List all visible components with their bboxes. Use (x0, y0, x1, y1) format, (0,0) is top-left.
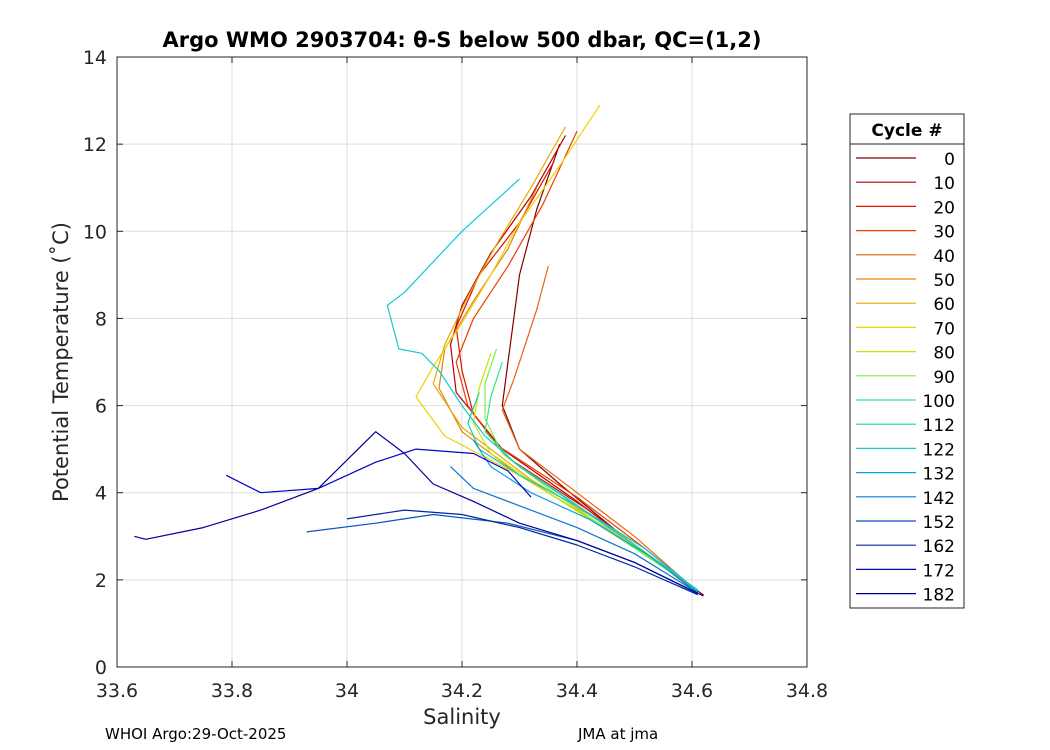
grid-lines (117, 57, 807, 667)
legend-title: Cycle # (871, 121, 942, 141)
series-line-cycle-30 (455, 130, 699, 593)
footer-credit: JMA at jma (578, 725, 659, 743)
legend-label-cycle-60: 60 (933, 295, 955, 315)
y-axis-ticks: 0 2 4 6 8 10 12 14 (83, 47, 807, 679)
legend-label-cycle-20: 20 (933, 198, 955, 218)
legend-label-cycle-70: 70 (933, 319, 955, 339)
y-tick-label: 2 (95, 570, 107, 592)
series-line-cycle-172 (225, 448, 532, 498)
legend-label-cycle-40: 40 (933, 247, 955, 267)
series-line-cycle-162 (346, 509, 699, 596)
legend-label-cycle-100: 100 (923, 392, 955, 412)
series-line-cycle-182 (134, 431, 704, 597)
legend-label-cycle-112: 112 (923, 416, 955, 436)
legend-label-cycle-152: 152 (923, 513, 955, 533)
series-line-cycle-50 (438, 187, 699, 592)
legend-label-cycle-90: 90 (933, 368, 955, 388)
x-tick-label: 34.6 (671, 680, 713, 702)
y-tick-label: 14 (83, 47, 107, 69)
footer-source: WHOI Argo:29-Oct-2025 (105, 725, 287, 743)
x-tick-label: 34.4 (556, 680, 598, 702)
series-line-cycle-132 (472, 440, 699, 593)
legend-label-cycle-122: 122 (923, 440, 955, 460)
y-tick-label: 0 (95, 657, 107, 679)
chart-title: Argo WMO 2903704: θ-S below 500 dbar, QC… (163, 28, 762, 52)
legend-label-cycle-172: 172 (923, 561, 955, 581)
legend-label-cycle-162: 162 (923, 537, 955, 557)
x-axis-label: Salinity (423, 705, 501, 729)
x-tick-label: 34.2 (441, 680, 483, 702)
x-tick-label: 33.8 (211, 680, 253, 702)
x-tick-label: 34.8 (786, 680, 828, 702)
series-line-cycle-122 (386, 178, 699, 592)
legend-label-cycle-132: 132 (923, 465, 955, 485)
legend-label-cycle-182: 182 (923, 586, 955, 606)
series-line-cycle-112 (467, 392, 699, 591)
series-line-cycle-90 (484, 348, 699, 591)
legend-label-cycle-80: 80 (933, 344, 955, 364)
x-axis-ticks: 33.6 33.8 34 34.2 34.4 34.6 34.8 (96, 57, 828, 702)
legend-label-cycle-30: 30 (933, 223, 955, 243)
legend-label-cycle-10: 10 (933, 174, 955, 194)
series-line-cycle-40 (501, 265, 699, 593)
y-tick-label: 12 (83, 134, 107, 156)
legend-box (849, 113, 965, 609)
legend-label-cycle-0: 0 (944, 150, 955, 170)
x-tick-label: 33.6 (96, 680, 138, 702)
legend: Cycle # 0 10 20 30 40 50 60 70 80 90 100 112 122 132 1… (849, 113, 965, 609)
y-tick-label: 10 (83, 221, 107, 243)
y-tick-label: 8 (95, 308, 107, 330)
series-line-cycle-152 (306, 513, 699, 595)
legend-label-cycle-142: 142 (923, 489, 955, 509)
series-line-cycle-80 (472, 353, 699, 591)
series-line-cycle-100 (484, 361, 699, 591)
legend-entries: 0 10 20 30 40 50 60 70 80 90 100 112 122 132 142 152 162… (856, 150, 955, 606)
series-line-cycle-142 (450, 466, 699, 594)
y-axis-label: Potential Temperature (˚C) (49, 222, 73, 502)
series-line-cycle-0 (501, 143, 704, 596)
legend-label-cycle-50: 50 (933, 271, 955, 291)
series-line-cycle-60 (432, 126, 699, 592)
y-tick-label: 4 (95, 483, 107, 505)
y-tick-label: 6 (95, 396, 107, 418)
x-tick-label: 34 (335, 680, 359, 702)
series-lines (134, 104, 704, 597)
